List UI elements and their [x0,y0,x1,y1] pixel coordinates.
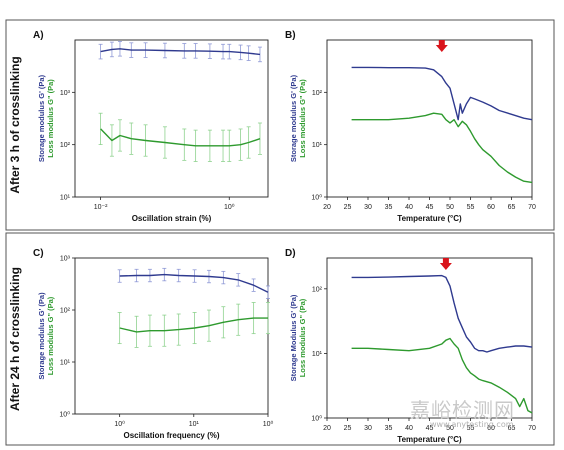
x-tick-label: 10⁰ [263,420,274,428]
transition-arrow-marker [440,258,452,270]
series-line-storage [120,275,268,293]
y-axis-label-storage: Storage modulus G' (Pa) [37,74,46,162]
transition-arrow-marker [436,40,448,52]
x-tick-label: 70 [528,425,536,432]
panel-letter: C) [33,248,44,259]
panel-a: A) 10⁻² 10⁰ 10¹ 10² 10³ Oscillation strain (%)… [33,30,268,223]
y-tick-label: 10² [312,90,323,97]
x-tick-label: 20 [323,425,331,432]
y-axis-label-storage: Storage Modulus G' (Pa) [289,294,298,381]
row-label: After 3 h of crosslinking [8,56,22,193]
x-axis-label: Temperature (°C) [397,435,462,444]
y-axis-label-storage: Storage modulus G' (Pa) [37,292,46,380]
x-axis-label: Oscillation strain (%) [132,214,212,223]
series-line-storage [352,67,532,119]
y-axis-label-loss: Loss modulus G" (Pa) [46,79,55,158]
x-tick-label: 25 [344,204,352,211]
x-axis-label: Oscillation frequency (%) [123,431,219,440]
x-tick-label: 20 [323,204,331,211]
x-tick-label: 10⁻² [94,204,108,211]
watermark-text: 嘉峪检测网 [410,394,515,423]
x-tick-label: 50 [446,204,454,211]
x-tick-label: 10⁰ [114,420,125,428]
x-tick-label: 10⁰ [224,203,235,211]
y-axis-label-loss: Loss modulus G" (Pa) [298,79,307,158]
y-tick-label: 10² [60,142,71,149]
plot-area [75,40,268,197]
x-tick-label: 35 [385,204,393,211]
series-line-storage [101,49,260,55]
panel-letter: A) [33,30,44,41]
watermark-url: www.anytesting.com [430,420,514,429]
y-axis-label-loss: Loss modulus G" (Pa) [298,298,307,377]
y-axis-label-storage: Storage modulus G' (Pa) [289,74,298,162]
y-tick-label: 10³ [60,256,71,263]
y-axis-label-loss: Loss modulus G" (Pa) [46,296,55,375]
x-tick-label: 25 [344,425,352,432]
y-tick-label: 10⁰ [311,194,322,202]
y-tick-label: 10¹ [312,142,323,149]
x-tick-label: 10¹ [189,421,200,428]
series-line-storage [352,276,532,352]
y-tick-label: 10² [60,308,71,315]
x-tick-label: 30 [364,204,372,211]
series-line-loss [120,318,268,332]
y-tick-label: 10⁰ [311,415,322,423]
row-frame [6,20,554,230]
series-line-loss [352,113,532,182]
panel-b: B) 20 25 30 35 40 45 50 55 60 65 70 10⁰ 10¹ 10² Tempera… [285,30,536,223]
y-tick-label: 10¹ [60,360,71,367]
plot-area [327,40,532,197]
y-tick-label: 10³ [60,90,71,97]
x-tick-label: 60 [487,204,495,211]
panel-letter: B) [285,30,296,41]
plot-area [75,258,268,414]
series-line-loss [101,129,260,146]
x-tick-label: 70 [528,204,536,211]
y-tick-label: 10¹ [60,195,71,202]
panel-c: C) 10⁰ 10¹ 10⁰ 10⁰ 10¹ 10² 10³ Oscillation frequ… [33,248,273,440]
x-tick-label: 35 [385,425,393,432]
y-tick-label: 10¹ [312,351,323,358]
x-tick-label: 65 [508,204,516,211]
x-tick-label: 40 [405,204,413,211]
x-tick-label: 55 [467,204,475,211]
y-tick-label: 10² [312,286,323,293]
x-tick-label: 40 [405,425,413,432]
panel-letter: D) [285,248,296,259]
y-tick-label: 10⁰ [59,411,70,419]
x-tick-label: 30 [364,425,372,432]
row-label: After 24 h of crosslinking [8,267,22,411]
x-axis-label: Temperature (°C) [397,214,462,223]
x-tick-label: 45 [426,204,434,211]
